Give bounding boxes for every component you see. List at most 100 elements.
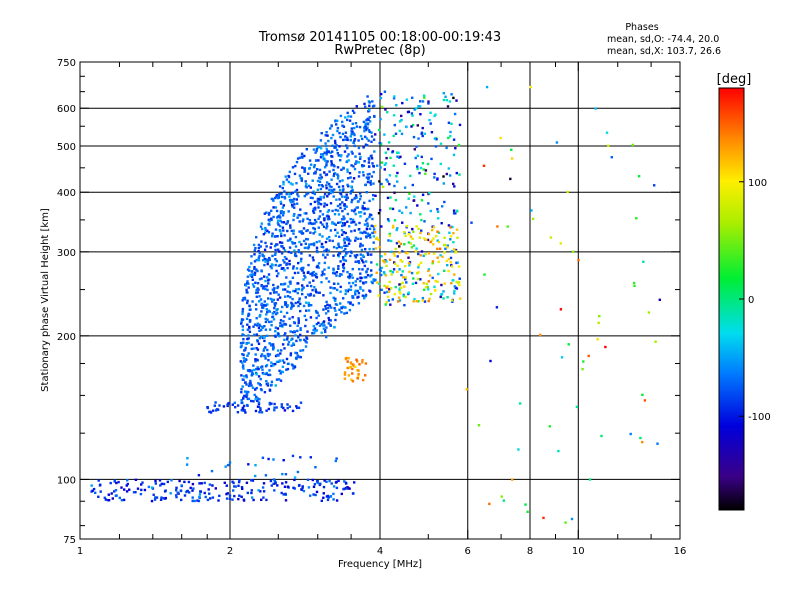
echo-point [370,175,374,178]
echo-point [270,384,273,387]
echo-point [265,284,268,288]
echo-point [264,328,268,331]
echo-point [439,254,442,257]
echo-point [292,486,295,489]
echo-point [325,237,329,240]
echo-point [180,484,183,487]
echo-point [323,202,326,205]
echo-point [319,203,323,206]
echo-point [313,227,316,231]
echo-point [410,112,414,115]
echo-point [325,300,328,304]
y-axis-label: Stationary phase Virtual Height [km] [40,208,51,392]
echo-point [356,253,359,257]
echo-point [377,212,381,215]
echo-point [419,166,423,170]
echo-point [291,330,295,334]
echo-point [347,288,350,291]
x-tick-label: 8 [527,546,533,557]
echo-point [266,303,269,306]
echo-point [315,275,318,278]
echo-point [389,269,392,273]
echo-point [285,357,289,361]
echo-point [279,232,283,235]
echo-point [283,334,286,337]
echo-point [372,247,375,251]
echo-point [175,494,178,497]
echo-point [214,487,217,490]
echo-point [139,492,143,496]
echo-point [349,139,352,142]
echo-point [370,131,373,134]
echo-point [337,253,340,257]
echo-point [278,224,282,228]
echo-point [272,298,275,302]
echo-point [368,116,371,119]
echo-point [312,242,316,245]
echo-point [359,287,362,291]
echo-point [255,358,259,361]
echo-point [346,170,349,173]
echo-point [340,311,343,314]
echo-point [386,285,389,288]
echo-point [359,286,362,289]
echo-point [250,255,253,258]
echo-point [255,268,258,271]
echo-point [358,152,361,155]
echo-point [392,164,395,167]
echo-point [364,124,367,127]
echo-point [254,409,258,413]
echo-point [532,217,535,220]
echo-point [395,104,398,107]
echo-point [366,222,369,225]
echo-point [286,403,289,406]
echo-point [233,494,236,498]
echo-point [318,324,322,327]
echo-point [407,292,410,296]
echo-point [286,229,289,233]
echo-point [132,491,136,494]
echo-point [294,245,298,248]
echo-point [303,314,306,318]
echo-point [286,221,289,224]
echo-point [376,281,379,284]
echo-point [285,305,289,308]
echo-point [337,479,340,482]
echo-point [285,257,288,261]
echo-point [278,250,281,253]
echo-point [366,251,369,254]
echo-point [258,295,261,298]
colorbar-label: [deg] [717,72,752,87]
echo-point [332,245,336,249]
echo-point [371,217,374,221]
echo-point [283,338,286,341]
echo-point [357,260,360,263]
echo-point [336,129,339,133]
echo-point [325,184,328,187]
echo-point [270,484,273,487]
echo-point [436,177,439,180]
echo-point [308,281,311,284]
echo-point [258,329,261,332]
echo-point [274,335,277,338]
echo-point [312,211,316,214]
echo-point [253,393,256,397]
echo-point [292,267,295,270]
echo-point [282,320,285,323]
echo-point [416,154,420,157]
echo-point [240,391,243,394]
echo-point [317,202,320,206]
echo-point [299,302,302,305]
echo-point [315,490,319,494]
echo-point [336,126,340,130]
echo-point [343,258,346,262]
echo-point [348,273,352,276]
echo-point [309,196,313,199]
echo-point [351,130,354,133]
echo-point [458,173,461,176]
echo-point [247,352,250,355]
echo-point [407,291,410,294]
echo-point [218,404,221,407]
echo-point [282,459,285,462]
echo-point [257,342,261,345]
